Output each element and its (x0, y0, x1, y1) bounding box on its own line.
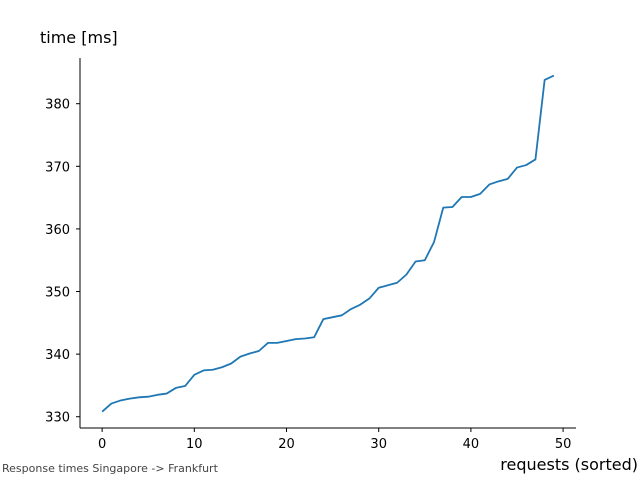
y-axis-ticks: 330 340 350 360 370 380 (45, 98, 80, 426)
x-tick-label: 0 (98, 437, 106, 452)
x-tick-label: 20 (278, 437, 295, 452)
x-axis-ticks: 0 10 20 30 40 50 (98, 428, 571, 452)
y-tick-label: 330 (45, 411, 70, 426)
y-tick-label: 350 (45, 286, 70, 301)
y-tick-label: 340 (45, 348, 70, 363)
y-tick-label: 360 (45, 223, 70, 238)
x-axis-title: requests (sorted) (500, 455, 638, 474)
x-tick-label: 10 (186, 437, 203, 452)
y-tick-label: 370 (45, 160, 70, 175)
response-time-series-line (101, 74, 555, 413)
x-tick-label: 30 (370, 437, 387, 452)
plot-area (101, 74, 555, 413)
x-tick-label: 50 (555, 437, 572, 452)
y-tick-label: 380 (45, 98, 70, 113)
y-axis-title: time [ms] (40, 28, 118, 47)
chart-caption: Response times Singapore -> Frankfurt (2, 462, 219, 475)
x-tick-label: 40 (463, 437, 480, 452)
